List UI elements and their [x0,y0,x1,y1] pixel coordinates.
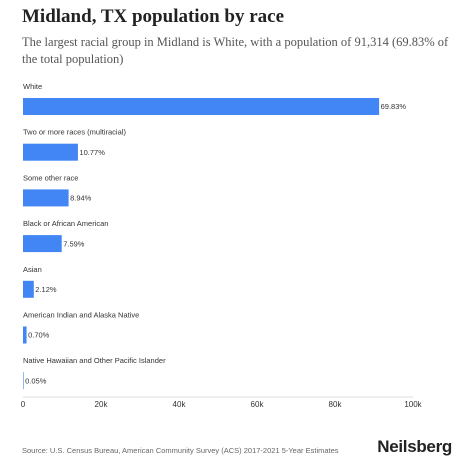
data-label: 0.05% [25,376,47,385]
category-label: Black or African American [23,219,108,228]
source-note: Source: U.S. Census Bureau, American Com… [22,446,339,455]
x-tick-label: 0 [21,400,26,409]
chart-subtitle: The largest racial group in Midland is W… [22,35,449,66]
data-label: 69.83% [381,102,407,111]
data-label: 0.70% [28,331,50,340]
bar [23,143,78,161]
data-label: 2.12% [35,285,57,294]
bar [23,98,380,115]
bars-layer: White 69.83% Two or more races (multiracia… [23,82,407,390]
data-label: 8.94% [70,194,92,203]
brand-logo: Neilsberg [377,437,452,456]
bar [23,372,24,390]
x-tick-label: 80k [329,400,343,409]
data-label: 7.59% [63,239,85,248]
x-tick-label: 100k [404,400,422,409]
bar [23,189,69,207]
bar [23,326,27,344]
x-axis-ticks: 0 20k 40k 60k 80k 100k [21,400,423,409]
x-tick-label: 60k [251,400,265,409]
category-label: Some other race [23,173,78,182]
category-label: Two or more races (multiracial) [23,128,126,137]
chart-title: Midland, TX population by race [22,6,285,27]
category-label: Asian [23,265,42,274]
category-label: White [23,82,42,91]
category-label: American Indian and Alaska Native [23,311,139,320]
data-label: 10.77% [79,148,105,157]
x-tick-label: 40k [173,400,187,409]
category-label: Native Hawaiian and Other Pacific Island… [23,356,166,365]
bar [23,235,62,253]
bar [23,280,34,298]
x-tick-label: 20k [95,400,109,409]
